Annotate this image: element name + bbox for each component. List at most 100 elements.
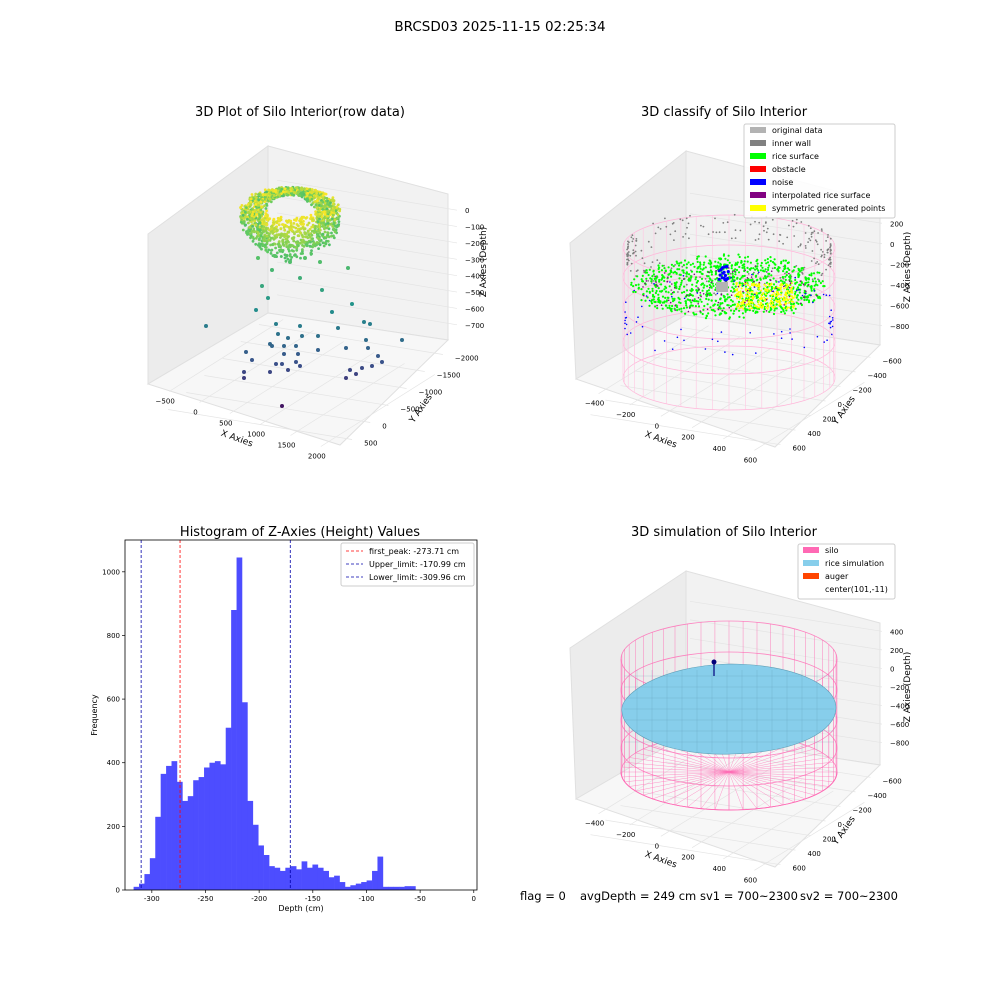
scatter-point: [313, 205, 316, 209]
inner-wall-point: [734, 237, 737, 240]
symmetric-point: [778, 286, 780, 289]
y-tick-label: 800: [107, 632, 120, 640]
classify-points: [624, 213, 834, 356]
silo-floor-spoke: [663, 771, 730, 803]
noise-point: [828, 315, 831, 318]
scatter-point: [296, 227, 300, 231]
rice-surface-point: [812, 272, 816, 275]
symmetric-point: [754, 304, 756, 307]
noise-point: [723, 273, 728, 278]
scatter-point: [263, 217, 267, 220]
rice-surface-point: [657, 299, 661, 302]
x-tick-label: -200: [251, 895, 267, 903]
inner-wall-point: [820, 248, 822, 251]
rice-surface-point: [678, 268, 681, 271]
scatter-point: [316, 229, 320, 233]
rice-surface-point: [679, 283, 683, 286]
legend-label: rice surface: [772, 152, 819, 161]
scatter-point: [263, 222, 267, 226]
rice-surface-point: [684, 302, 688, 305]
rice-surface-point: [722, 307, 725, 310]
scatter-point: [320, 199, 323, 202]
rice-surface-point: [777, 269, 780, 272]
scatter-point: [254, 203, 257, 206]
scatter-point: [265, 234, 269, 238]
scatter-point: [286, 368, 290, 372]
rice-surface-point: [781, 276, 784, 279]
scatter-point: [290, 186, 294, 190]
interpolated-point: [721, 309, 724, 312]
symmetric-point: [759, 304, 762, 307]
y-tick-label: 0: [838, 401, 842, 409]
interpolated-point: [788, 280, 791, 283]
scatter-point: [282, 194, 285, 198]
scatter-point: [284, 190, 288, 193]
scatter-point: [319, 190, 322, 194]
scatter-point: [284, 259, 288, 263]
symmetric-point: [740, 303, 743, 306]
inner-wall-point: [627, 243, 629, 246]
symmetric-point: [790, 282, 793, 285]
scatter-point: [311, 223, 315, 227]
rice-surface-point: [757, 269, 760, 272]
symmetric-point: [791, 300, 794, 303]
scatter-point: [276, 242, 280, 246]
scatter-point: [273, 254, 277, 258]
inner-wall-point: [674, 230, 677, 233]
symmetric-point: [792, 306, 795, 309]
x-tick-label: 0: [193, 409, 197, 417]
scatter-point: [269, 236, 273, 240]
scatter-point: [316, 232, 319, 236]
scatter-point: [321, 232, 325, 236]
rice-surface-point: [666, 296, 669, 299]
rice-surface-point: [782, 259, 785, 262]
histogram-bar: [334, 875, 340, 890]
interpolated-point: [699, 310, 701, 312]
scatter-point: [255, 196, 258, 200]
rice-surface-point: [785, 271, 788, 274]
rice-surface-point: [772, 312, 776, 316]
rice-surface-point: [694, 305, 698, 308]
symmetric-point: [751, 307, 753, 310]
scatter-point: [260, 224, 264, 228]
symmetric-point: [785, 295, 788, 298]
z-tick-label: 200: [890, 220, 903, 228]
rice-surface-point: [725, 312, 728, 315]
rice-surface-point: [699, 270, 702, 273]
inner-wall-point: [827, 234, 829, 236]
noise-point: [789, 328, 791, 330]
scatter-point: [277, 186, 281, 190]
rice-surface-point: [753, 307, 756, 310]
scatter-point: [262, 225, 266, 229]
inner-wall-point: [626, 263, 629, 265]
rice-surface-point: [818, 280, 821, 283]
symmetric-point: [746, 291, 749, 294]
x-tick-label: 200: [681, 434, 694, 442]
rice-surface-point: [779, 279, 783, 282]
rice-surface-point: [729, 309, 733, 312]
inner-wall-point: [795, 265, 798, 267]
histogram-bar: [198, 777, 205, 890]
histogram-bar: [323, 870, 329, 890]
scatter-point: [257, 193, 261, 196]
scatter-point: [264, 246, 268, 249]
grid-line: [222, 358, 407, 389]
scatter-point: [326, 214, 329, 218]
inner-wall-point: [820, 228, 823, 231]
scatter-point: [248, 232, 252, 235]
rice-surface-point: [632, 285, 635, 288]
rice-surface-point: [710, 273, 714, 276]
y-tick-label: 400: [808, 430, 821, 438]
scatter-point: [263, 235, 266, 239]
interpolated-point: [744, 301, 746, 304]
rice-surface-point: [711, 279, 714, 282]
rice-surface-point: [807, 299, 811, 302]
scatter-point: [308, 235, 312, 239]
y-tick-label: 500: [364, 440, 377, 448]
rice-surface-point: [735, 307, 738, 310]
inner-wall-point: [652, 222, 654, 225]
y-tick-label: −600: [883, 357, 902, 365]
rice-surface-point: [821, 280, 824, 283]
grid-line: [689, 619, 883, 651]
scatter-point: [376, 354, 380, 358]
